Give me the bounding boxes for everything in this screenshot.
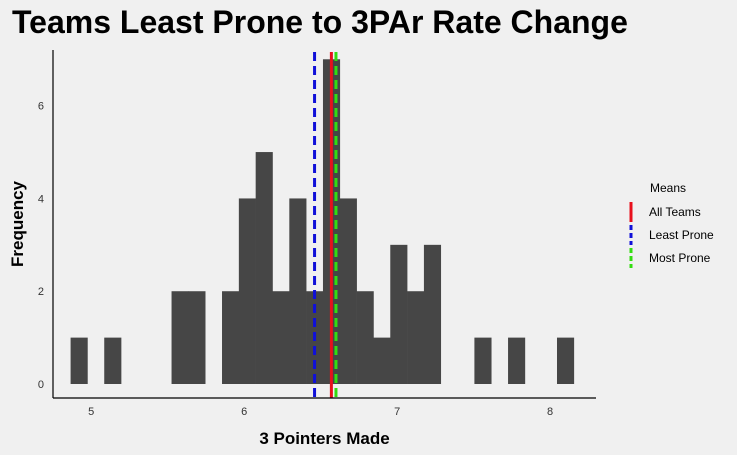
y-axis-title: Frequency <box>8 180 27 267</box>
legend-title: Means <box>650 181 686 195</box>
legend-label: All Teams <box>649 205 701 219</box>
histogram-bar <box>171 291 189 384</box>
histogram-bar <box>104 337 122 384</box>
y-tick-label: 4 <box>38 193 44 205</box>
legend-label: Most Prone <box>649 251 711 265</box>
histogram-bar <box>70 337 88 384</box>
legend-label: Least Prone <box>649 228 714 242</box>
histogram-bar <box>272 291 290 384</box>
y-tick-label: 0 <box>38 379 44 391</box>
histogram-bar <box>289 198 307 384</box>
histogram-bar <box>474 337 492 384</box>
histogram-bar <box>407 291 425 384</box>
x-tick-label: 5 <box>88 406 94 418</box>
histogram-bar <box>508 337 526 384</box>
histogram-bar <box>390 244 408 384</box>
histogram-bar <box>373 337 391 384</box>
mean-lines <box>313 52 338 398</box>
x-tick-labels: 5 6 7 8 <box>88 406 553 418</box>
histogram-bar <box>356 291 374 384</box>
y-tick-label: 6 <box>38 101 44 113</box>
histogram-bar <box>238 198 256 384</box>
y-tick-labels: 0 2 4 6 <box>38 101 44 391</box>
histogram-bar <box>556 337 575 384</box>
histogram-bar <box>188 291 206 384</box>
histogram-bar <box>339 198 357 384</box>
x-tick-label: 7 <box>394 406 400 418</box>
legend: Means All Teams Least Prone Most Prone <box>629 181 714 268</box>
y-tick-label: 2 <box>38 286 44 298</box>
histogram-bar <box>222 291 240 384</box>
histogram-bars <box>70 59 575 385</box>
x-tick-label: 8 <box>547 406 553 418</box>
histogram-bar <box>255 152 273 384</box>
x-axis-title: 3 Pointers Made <box>259 429 389 448</box>
chart-title: Teams Least Prone to 3PAr Rate Change <box>12 4 628 40</box>
histogram-bar <box>423 244 442 384</box>
x-tick-label: 6 <box>241 406 247 418</box>
